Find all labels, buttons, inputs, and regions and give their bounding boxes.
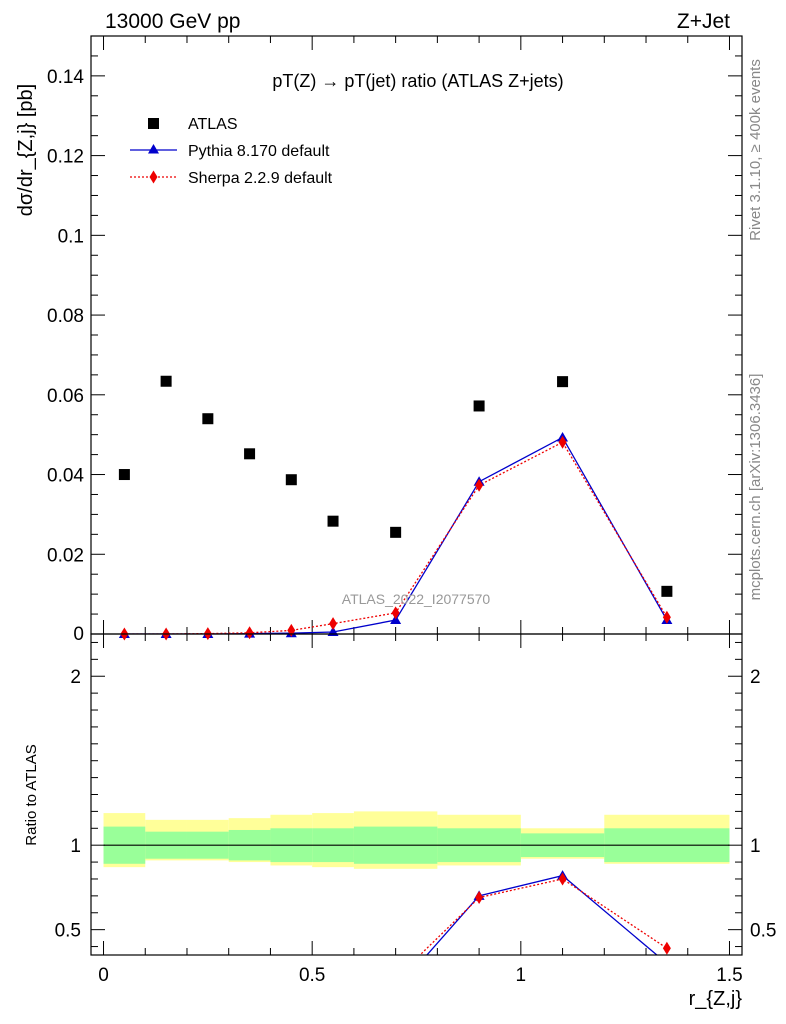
x-axis-label: r_{Z,j}	[689, 988, 743, 1010]
legend-marker-atlas	[148, 118, 159, 129]
rivet-side-label: Rivet 3.1.10, ≥ 400k events	[747, 59, 764, 241]
ratio-curves	[419, 874, 668, 955]
legend-marker-pythia	[148, 144, 159, 154]
chart-title: pT(Z) → pT(jet) ratio (ATLAS Z+jets)	[272, 71, 563, 91]
sherpa-ratio-point	[558, 872, 567, 886]
x-tick-label: 1	[516, 965, 527, 986]
atlas-point	[160, 375, 172, 387]
main-curves	[124, 436, 668, 634]
atlas-point	[327, 515, 339, 527]
ratio-y-tick-label: 0.5	[55, 921, 81, 942]
mcplots-side-label: mcplots.cern.ch [arXiv:1306.3436]	[747, 374, 764, 601]
atlas-point	[118, 469, 130, 481]
sherpa-ratio-point	[662, 941, 671, 955]
ratio-plot-frame	[90, 633, 743, 956]
sherpa-point	[558, 435, 567, 449]
y-axis-label: dσ/dr_{Z,j} [pb]	[15, 84, 37, 216]
atlas-point	[661, 585, 673, 597]
main-panel: 0.02 0.04 0.06 0.08 0.1 0.12 0.14 0	[47, 35, 743, 645]
y-tick-label: 0.08	[47, 306, 84, 327]
header-right-label: Z+Jet	[677, 10, 730, 33]
legend-label-pythia: Pythia 8.170 default	[188, 143, 330, 160]
ratio-y-tick-label-right: 1	[750, 836, 761, 857]
ratio-y-tick-label: 1	[70, 836, 81, 857]
y-tick-label: 0.14	[47, 67, 84, 88]
sherpa-point	[245, 626, 254, 640]
sherpa-point	[329, 617, 338, 631]
sherpa-point	[662, 610, 671, 624]
sherpa-point	[391, 606, 400, 620]
y-tick-label: 0.04	[47, 466, 84, 487]
sherpa-point	[475, 478, 484, 492]
sherpa-ratio-point	[475, 891, 484, 905]
sherpa-line	[124, 441, 668, 634]
legend: ATLAS Pythia 8.170 default Sherpa 2.2.9 …	[130, 116, 333, 187]
ratio-y-axis-label: Ratio to ATLAS	[23, 744, 40, 845]
ratio-y-tick-label: 2	[70, 667, 81, 688]
sherpa-ratio-line	[419, 878, 668, 955]
pythia-line	[124, 436, 668, 634]
atlas-point	[202, 413, 214, 425]
atlas-point	[557, 376, 569, 388]
legend-label-sherpa: Sherpa 2.2.9 default	[188, 170, 333, 187]
header-left-label: 13000 GeV pp	[105, 10, 240, 33]
y-tick-label: 0.02	[47, 545, 84, 566]
atlas-point	[473, 400, 485, 412]
pythia-ratio-line	[426, 874, 658, 955]
x-tick-label: 0.5	[299, 965, 325, 986]
y-tick-label: 0.12	[47, 147, 84, 168]
legend-marker-sherpa	[149, 170, 158, 184]
watermark-label: ATLAS_2022_I2077570	[342, 591, 491, 607]
legend-label-atlas: ATLAS	[188, 116, 238, 133]
atlas-point	[285, 474, 297, 486]
ratio-y-tick-label-right: 2	[750, 667, 761, 688]
y-tick-label: 0.1	[58, 226, 84, 247]
y-tick-label: 0.06	[47, 386, 84, 407]
ratio-panel: 0.5 0.5 1 1 2 2 0 0.5 1 1.5	[55, 633, 776, 986]
x-tick-label: 1.5	[716, 965, 742, 986]
x-tick-label: 0	[98, 965, 109, 986]
atlas-point	[244, 448, 256, 460]
ratio-y-tick-label-right: 0.5	[750, 921, 776, 942]
y-tick-label-zero: 0	[73, 624, 84, 645]
atlas-point	[390, 526, 402, 538]
